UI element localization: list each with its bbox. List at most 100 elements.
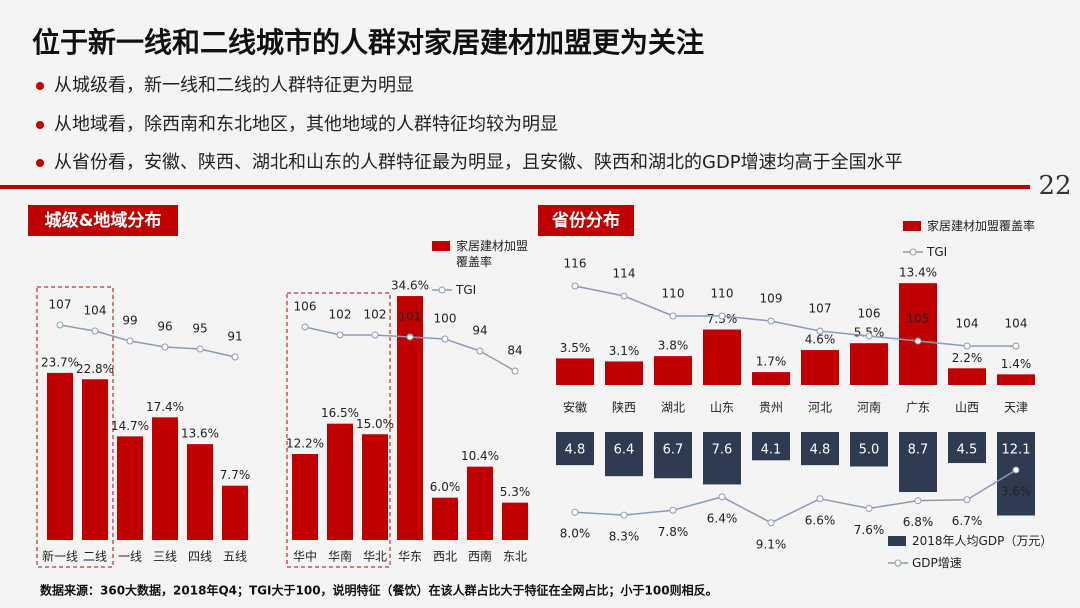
- legend-label: 2018年人均GDP（万元）: [912, 534, 1053, 548]
- bar: [556, 358, 594, 385]
- data-label: 116: [564, 257, 587, 271]
- data-label: 6.6%: [805, 513, 836, 527]
- bar: [187, 444, 213, 540]
- section-label: 省份分布: [551, 210, 620, 231]
- line-marker: [301, 323, 309, 331]
- data-label: 13.6%: [181, 427, 219, 441]
- bar: [850, 432, 888, 467]
- x-tick-label: 四线: [188, 550, 212, 564]
- bar: [397, 296, 423, 540]
- legend-swatch: [903, 221, 921, 231]
- line: [59, 324, 236, 358]
- data-label: 3.8%: [658, 339, 689, 353]
- x-tick-label: 西南: [468, 549, 492, 564]
- line-marker: [914, 497, 922, 505]
- data-label: 104: [956, 317, 979, 331]
- highlight-box: [286, 292, 391, 568]
- data-label: 4.8: [565, 443, 586, 458]
- data-label: 102: [364, 308, 387, 322]
- bar: [502, 502, 528, 540]
- data-label: 84: [507, 344, 522, 358]
- x-tick-label: 华南: [328, 549, 352, 564]
- x-tick-label: 华北: [363, 550, 387, 564]
- x-tick-label: 华东: [398, 550, 422, 564]
- data-label: 110: [711, 287, 734, 301]
- line-marker: [865, 504, 873, 512]
- data-label: 106: [294, 300, 317, 314]
- data-label: 3.5%: [560, 341, 591, 355]
- bar: [556, 432, 594, 466]
- data-label: 94: [472, 324, 487, 338]
- bar: [467, 466, 493, 540]
- line-marker: [718, 493, 726, 501]
- x-tick-label: 安徽: [563, 400, 587, 415]
- data-label: 104: [84, 304, 107, 318]
- data-label: 9.1%: [756, 537, 787, 551]
- data-label: 3.6%: [1001, 484, 1032, 498]
- x-tick-label: 东北: [503, 550, 527, 564]
- footnote: 数据来源：360大数据，2018年Q4；TGI大于100，说明特征（餐饮）在该人…: [40, 583, 718, 598]
- data-label: 6.0%: [430, 480, 461, 494]
- line-marker: [816, 327, 824, 335]
- x-tick-label: 河南: [857, 400, 881, 415]
- line-marker: [571, 508, 579, 516]
- data-label: 101: [399, 310, 422, 324]
- bar: [654, 432, 692, 479]
- x-tick-label: 二线: [83, 550, 107, 564]
- data-label: 1.7%: [756, 355, 787, 369]
- bar: [997, 432, 1035, 516]
- line-marker: [371, 331, 379, 339]
- legend-label: 家居建材加盟覆盖率: [456, 239, 529, 269]
- bar: [997, 374, 1035, 385]
- data-label: 6.4%: [707, 511, 738, 525]
- x-tick-label: 贵州: [759, 401, 783, 415]
- legend-swatch: [894, 559, 902, 567]
- x-tick-label: 山西: [955, 401, 979, 415]
- legend-label: TGI: [927, 245, 948, 259]
- bullet: 从城级看，新一线和二线的人群特征更为明显: [54, 75, 414, 96]
- line-marker: [476, 347, 484, 355]
- data-label: 1.4%: [1001, 357, 1032, 371]
- data-label: 6.7: [663, 443, 684, 458]
- x-tick-label: 三线: [153, 550, 177, 564]
- highlight-box: [36, 286, 114, 568]
- data-label: 102: [329, 308, 352, 322]
- bar: [327, 423, 353, 540]
- line: [574, 285, 1016, 347]
- bar: [948, 432, 986, 464]
- bar: [899, 432, 937, 493]
- x-tick-label: 天津: [1004, 401, 1028, 415]
- data-label: 34.6%: [391, 279, 429, 293]
- data-label: 4.5: [957, 443, 978, 458]
- legend-label: TGI: [456, 283, 477, 297]
- data-label: 105: [907, 312, 930, 326]
- slide-title: 位于新一线和二线城市的人群对家居建材加盟更为关注: [32, 26, 704, 59]
- data-label: 15.0%: [356, 417, 394, 431]
- bar: [605, 361, 643, 385]
- section-label-bg: [28, 205, 178, 236]
- data-label: 107: [809, 302, 832, 316]
- bar: [703, 329, 741, 385]
- bar: [948, 368, 986, 385]
- data-label: 17.4%: [146, 400, 184, 414]
- x-tick-label: 河北: [808, 401, 832, 415]
- data-label: 107: [49, 298, 72, 312]
- legend-label: GDP增速: [912, 556, 962, 570]
- data-label: 2.2%: [952, 351, 983, 365]
- line-marker: [963, 496, 971, 504]
- bar: [850, 343, 888, 385]
- x-tick-label: 山东: [710, 401, 734, 415]
- data-label: 5.3%: [500, 485, 531, 499]
- line-marker: [963, 342, 971, 350]
- legend-swatch: [438, 286, 446, 294]
- bar: [152, 417, 178, 540]
- bar: [752, 372, 790, 385]
- line-marker: [620, 511, 628, 519]
- data-label: 8.7: [908, 443, 929, 458]
- x-tick-label: 广东: [906, 401, 930, 415]
- data-label: 4.8: [810, 443, 831, 458]
- section-label-bg: [538, 205, 634, 236]
- bullet: 从省份看，安徽、陕西、湖北和山东的人群特征最为明显，且安徽、陕西和湖北的GDP增…: [54, 152, 903, 173]
- data-label: 8.3%: [609, 530, 640, 544]
- x-tick-label: 陕西: [612, 400, 636, 415]
